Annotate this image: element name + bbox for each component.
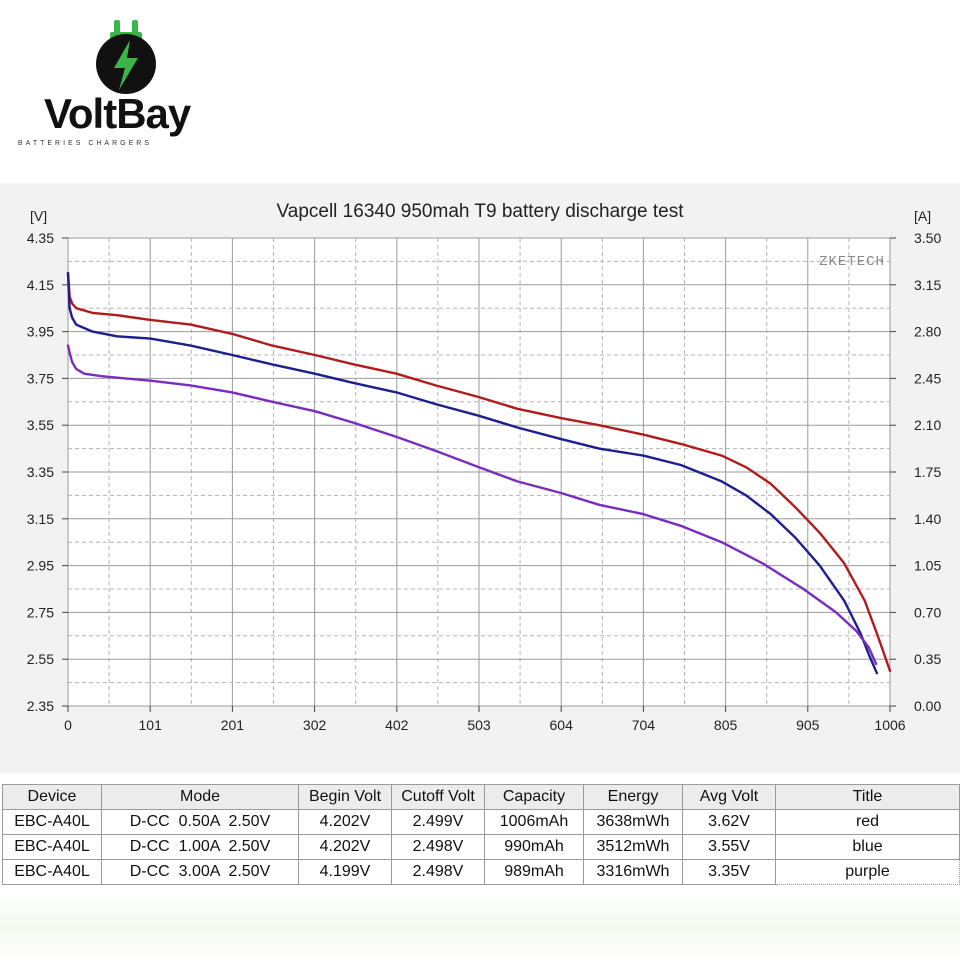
y-tick-label-left: 2.35 xyxy=(27,698,54,714)
cell-energy: 3512mWh xyxy=(583,834,683,860)
brand-logo: VoltBay BATTERIES CHARGERS xyxy=(14,18,204,147)
cell-capacity: 1006mAh xyxy=(484,809,584,835)
y-tick-label-left: 2.75 xyxy=(27,604,54,620)
cell-device: EBC-A40L xyxy=(2,834,102,860)
x-tick-label: 1006 xyxy=(874,717,905,733)
y-tick-label-right: 0.00 xyxy=(914,698,941,714)
x-tick-label: 905 xyxy=(796,717,820,733)
header-capacity: Capacity xyxy=(484,784,584,810)
series-line-purple xyxy=(66,344,878,666)
y-tick-label-right: 1.40 xyxy=(914,511,941,527)
cell-device: EBC-A40L xyxy=(2,859,102,885)
cell-cutoff-volt: 2.499V xyxy=(391,809,485,835)
y-tick-label-right: 1.05 xyxy=(914,558,941,574)
y-tick-label-left: 3.95 xyxy=(27,324,54,340)
cell-avg-volt: 3.35V xyxy=(682,859,776,885)
header-title: Title xyxy=(775,784,960,810)
x-tick-label: 805 xyxy=(714,717,738,733)
y-tick-label-right: 1.75 xyxy=(914,464,941,480)
cell-begin-volt: 4.202V xyxy=(298,809,392,835)
chart-watermark: ZKETECH xyxy=(819,254,885,270)
cell-begin-volt: 4.202V xyxy=(298,834,392,860)
cell-energy: 3638mWh xyxy=(583,809,683,835)
series-group xyxy=(66,271,892,675)
y-tick-label-right: 0.35 xyxy=(914,651,941,667)
series-line-red xyxy=(66,271,892,673)
y-tick-label-right: 2.45 xyxy=(914,370,941,386)
axis-ticks: 0 101 201 302 402 503 604 704 805 905 1006 4.35 4.15… xyxy=(27,230,942,733)
cell-title: purple xyxy=(775,859,960,885)
chart-panel: ZKETECH 0 101 201 302 402 503 604 704 805 905 1006… xyxy=(0,183,960,773)
grid xyxy=(67,237,891,707)
cell-avg-volt: 3.55V xyxy=(682,834,776,860)
cell-title: red xyxy=(775,809,960,835)
results-table: Device Mode Begin Volt Cutoff Volt Capac… xyxy=(2,784,960,885)
y-axis-right-label: [A] xyxy=(914,208,931,224)
header-mode: Mode xyxy=(101,784,299,810)
cell-avg-volt: 3.62V xyxy=(682,809,776,835)
table-row: EBC-A40L D-CC 1.00A 2.50V 4.202V 2.498V … xyxy=(2,834,960,860)
y-tick-label-left: 4.15 xyxy=(27,277,54,293)
header-cutoff-volt: Cutoff Volt xyxy=(391,784,485,810)
cell-device: EBC-A40L xyxy=(2,809,102,835)
x-tick-label: 402 xyxy=(385,717,409,733)
y-axis-left-label: [V] xyxy=(30,208,47,224)
series-line-blue xyxy=(66,271,879,675)
brand-name: VoltBay xyxy=(44,90,191,137)
header-begin-volt: Begin Volt xyxy=(298,784,392,810)
table-header-row: Device Mode Begin Volt Cutoff Volt Capac… xyxy=(2,784,960,810)
cell-cutoff-volt: 2.498V xyxy=(391,834,485,860)
y-tick-label-right: 0.70 xyxy=(914,604,941,620)
x-tick-label: 201 xyxy=(221,717,245,733)
y-tick-label-right: 2.10 xyxy=(914,417,941,433)
y-tick-label-left: 2.95 xyxy=(27,558,54,574)
bottom-band xyxy=(0,895,960,960)
table-row: EBC-A40L D-CC 3.00A 2.50V 4.199V 2.498V … xyxy=(2,859,960,885)
cell-capacity: 990mAh xyxy=(484,834,584,860)
x-tick-label: 302 xyxy=(303,717,327,733)
y-tick-label-left: 3.15 xyxy=(27,511,54,527)
y-tick-label-right: 3.50 xyxy=(914,230,941,246)
cell-begin-volt: 4.199V xyxy=(298,859,392,885)
y-tick-label-right: 3.15 xyxy=(914,277,941,293)
header-avg-volt: Avg Volt xyxy=(682,784,776,810)
table-row: EBC-A40L D-CC 0.50A 2.50V 4.202V 2.499V … xyxy=(2,809,960,835)
chart-title: Vapcell 16340 950mah T9 battery discharg… xyxy=(277,201,685,222)
plug-lightning-icon xyxy=(96,20,156,94)
cell-capacity: 989mAh xyxy=(484,859,584,885)
cell-mode: D-CC 1.00A 2.50V xyxy=(101,834,299,860)
y-tick-label-left: 4.35 xyxy=(27,230,54,246)
header-device: Device xyxy=(2,784,102,810)
y-tick-label-right: 2.80 xyxy=(914,324,941,340)
y-tick-label-left: 3.55 xyxy=(27,417,54,433)
cell-mode: D-CC 3.00A 2.50V xyxy=(101,859,299,885)
cell-title: blue xyxy=(775,834,960,860)
x-tick-label: 101 xyxy=(139,717,163,733)
discharge-chart: ZKETECH 0 101 201 302 402 503 604 704 805 905 1006… xyxy=(27,201,942,733)
x-tick-label: 704 xyxy=(632,717,656,733)
cell-energy: 3316mWh xyxy=(583,859,683,885)
y-tick-label-left: 3.35 xyxy=(27,464,54,480)
cell-mode: D-CC 0.50A 2.50V xyxy=(101,809,299,835)
brand-tagline: BATTERIES CHARGERS xyxy=(18,140,152,147)
x-tick-label: 604 xyxy=(550,717,574,733)
y-tick-label-left: 3.75 xyxy=(27,370,54,386)
x-tick-label: 0 xyxy=(64,717,72,733)
y-tick-label-left: 2.55 xyxy=(27,651,54,667)
cell-cutoff-volt: 2.498V xyxy=(391,859,485,885)
x-tick-label: 503 xyxy=(467,717,491,733)
header-energy: Energy xyxy=(583,784,683,810)
